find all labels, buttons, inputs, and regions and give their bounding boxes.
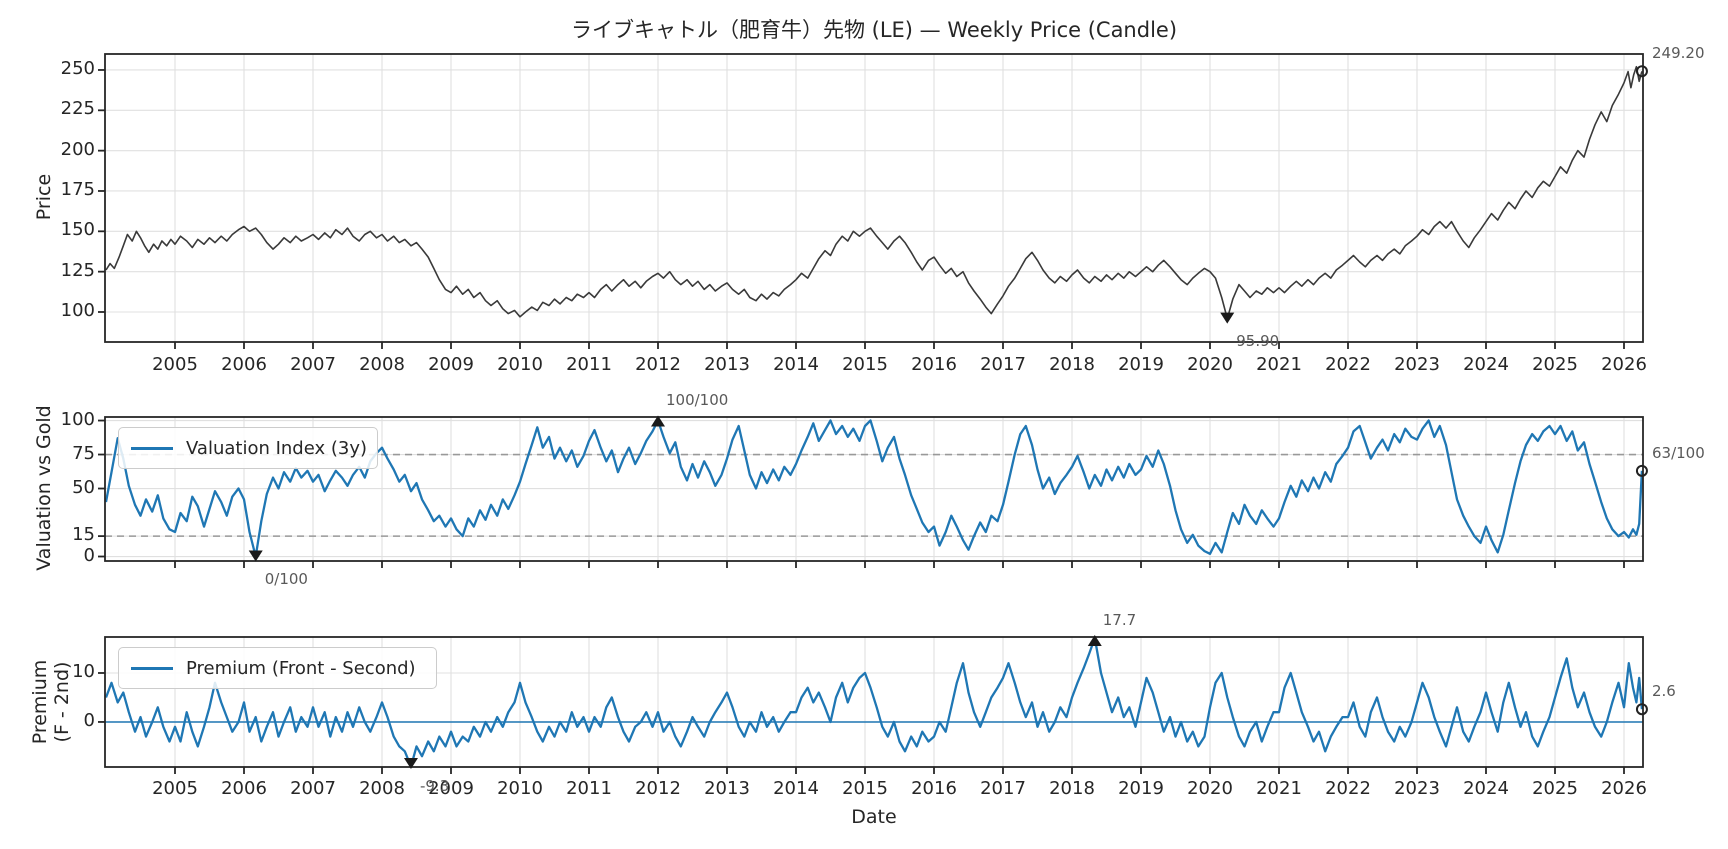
annotation-label: 0/100 <box>264 569 308 588</box>
x-tick-label: 2016 <box>911 354 957 375</box>
x-tick-label: 2021 <box>1256 778 1302 799</box>
y-tick-label: 0 <box>83 544 95 566</box>
x-tick-label: 2025 <box>1532 354 1578 375</box>
x-tick-label: 2021 <box>1256 354 1302 375</box>
premium-y-axis-label: Premium (F - 2nd) <box>29 602 73 802</box>
valuation-series-line <box>104 419 1644 558</box>
min-arrow-icon <box>248 550 263 562</box>
x-axis-label: Date <box>851 806 897 828</box>
last-point-marker <box>1635 703 1648 716</box>
x-tick-label: 2005 <box>152 778 198 799</box>
valuation-legend-label: Valuation Index (3y) <box>186 437 368 459</box>
x-tick-label: 2022 <box>1325 354 1371 375</box>
x-tick-label: 2018 <box>1049 778 1095 799</box>
y-tick-label: 250 <box>60 57 95 79</box>
x-tick-label: 2011 <box>566 778 612 799</box>
x-tick-label: 2007 <box>290 354 336 375</box>
x-tick-label: 2014 <box>773 354 819 375</box>
x-tick-label: 2025 <box>1532 778 1578 799</box>
x-tick-label: 2006 <box>221 778 267 799</box>
chart-title: ライブキャトル（肥育牛）先物 (LE) — Weekly Price (Cand… <box>570 18 1178 42</box>
annotation-label: 249.20 <box>1652 44 1705 63</box>
annotation-label: -9.3 <box>419 777 450 795</box>
y-tick-label: 75 <box>72 442 95 464</box>
x-tick-label: 2012 <box>635 778 681 799</box>
y-tick-label: 15 <box>72 524 95 546</box>
y-tick-label: 100 <box>60 299 95 321</box>
x-tick-label: 2010 <box>497 354 543 375</box>
x-tick-label: 2012 <box>635 354 681 375</box>
x-tick-label: 2008 <box>359 778 405 799</box>
premium-axes-box <box>104 636 1644 768</box>
x-tick-label: 2013 <box>704 354 750 375</box>
legend-line-sample-icon <box>131 446 173 450</box>
premium-series-line <box>104 636 1644 768</box>
x-tick-label: 2017 <box>980 778 1026 799</box>
premium-legend-label: Premium (Front - Second) <box>186 657 416 679</box>
last-point-marker <box>1635 464 1648 477</box>
x-tick-label: 2008 <box>359 354 405 375</box>
y-tick-label: 0 <box>83 709 95 731</box>
price-series-line <box>105 65 1643 320</box>
y-tick-label: 200 <box>60 138 95 160</box>
y-tick-label: 125 <box>60 259 95 281</box>
annotation-label: 95.90 <box>1236 331 1280 350</box>
x-tick-label: 2019 <box>1118 354 1164 375</box>
y-tick-label: 10 <box>72 660 95 682</box>
x-tick-label: 2016 <box>911 778 957 799</box>
x-tick-label: 2015 <box>842 778 888 799</box>
annotation-label: 17.7 <box>1102 611 1137 629</box>
y-tick-label: 50 <box>72 476 95 498</box>
max-arrow-icon <box>1087 635 1102 646</box>
x-tick-label: 2019 <box>1118 778 1164 799</box>
x-tick-label: 2024 <box>1463 354 1509 375</box>
x-tick-label: 2023 <box>1394 354 1440 375</box>
x-tick-label: 2014 <box>773 778 819 799</box>
x-tick-label: 2011 <box>566 354 612 375</box>
min-arrow-icon <box>1220 312 1235 324</box>
x-tick-label: 2010 <box>497 778 543 799</box>
x-tick-label: 2013 <box>704 778 750 799</box>
x-tick-label: 2024 <box>1463 778 1509 799</box>
x-tick-label: 2023 <box>1394 778 1440 799</box>
x-tick-label: 2022 <box>1325 778 1371 799</box>
annotation-label: 2.6 <box>1652 682 1676 701</box>
x-tick-label: 2007 <box>290 778 336 799</box>
y-tick-label: 100 <box>60 408 95 430</box>
x-tick-label: 2009 <box>428 778 474 799</box>
y-tick-label: 225 <box>60 98 95 120</box>
x-tick-label: 2026 <box>1601 778 1647 799</box>
x-tick-label: 2005 <box>152 354 198 375</box>
legend-line-sample-icon <box>131 666 173 670</box>
annotation-label: 63/100 <box>1652 443 1705 462</box>
x-tick-label: 2018 <box>1049 354 1095 375</box>
x-tick-label: 2026 <box>1601 354 1647 375</box>
min-arrow-icon <box>403 758 418 769</box>
price-axes-box <box>104 53 1644 343</box>
x-tick-label: 2017 <box>980 354 1026 375</box>
y-tick-label: 150 <box>60 219 95 241</box>
last-point-marker <box>1635 65 1648 78</box>
max-arrow-icon <box>651 415 665 427</box>
x-tick-label: 2020 <box>1187 778 1233 799</box>
valuation-legend: Valuation Index (3y) <box>118 427 378 469</box>
y-tick-label: 175 <box>60 178 95 200</box>
x-tick-label: 2009 <box>428 354 474 375</box>
premium-legend: Premium (Front - Second) <box>118 647 437 689</box>
premium-y-axis-label-line2: (F - 2nd) <box>51 661 73 743</box>
annotation-label: 100/100 <box>666 391 729 409</box>
x-tick-label: 2006 <box>221 354 267 375</box>
x-tick-label: 2020 <box>1187 354 1233 375</box>
premium-y-axis-label-line1: Premium <box>29 659 51 745</box>
x-tick-label: 2015 <box>842 354 888 375</box>
